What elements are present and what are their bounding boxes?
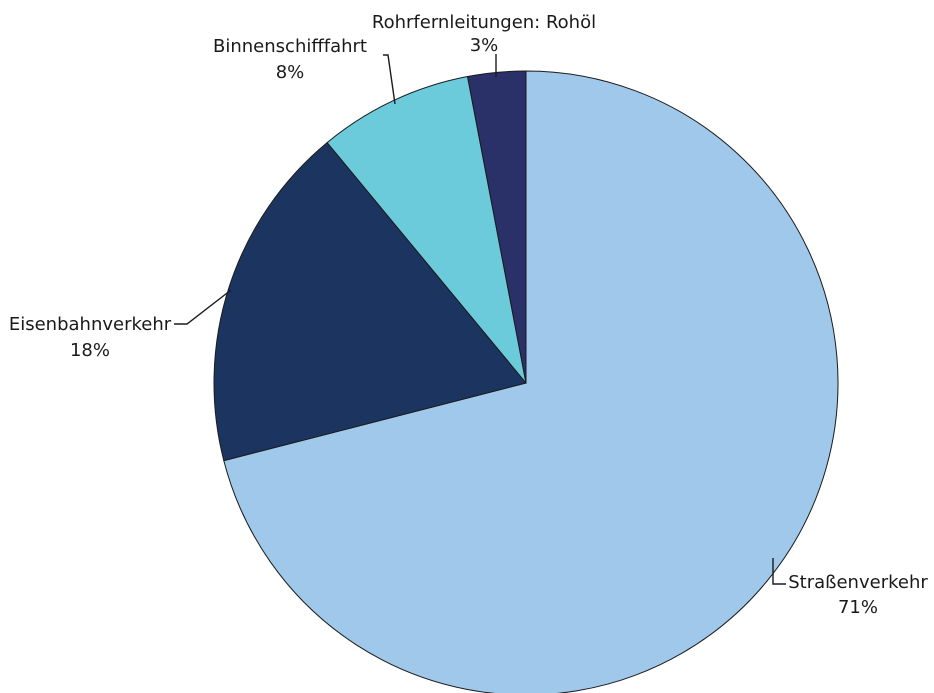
label-rohrfernleitungen-value: 3%: [470, 35, 499, 56]
slice-binnenschifffahrt: [326, 75, 527, 384]
label-binnenschifffahrt-name: Binnenschifffahrt: [213, 36, 367, 57]
label-eisenbahnverkehr-name: Eisenbahnverkehr: [9, 314, 172, 335]
slices-group: [213, 70, 839, 693]
labels: Rohrfernleitungen: Rohöl 3% Binnenschiff…: [9, 12, 929, 618]
label-binnenschifffahrt-value: 8%: [276, 62, 305, 83]
leader-lines: [174, 54, 786, 585]
leader-line-binnenschifffahrt: [383, 54, 396, 105]
label-strassenverkehr-name: Straßenverkehr: [788, 572, 928, 593]
label-rohrfernleitungen-name: Rohrfernleitungen: Rohöl: [372, 12, 596, 33]
leader-line-eisenbahnverkehr: [174, 289, 232, 325]
label-strassenverkehr-value: 71%: [838, 597, 878, 618]
label-eisenbahnverkehr-value: 18%: [70, 340, 110, 361]
leader-line-strassenverkehr: [772, 558, 786, 585]
slice-eisenbahnverkehr: [213, 141, 527, 462]
